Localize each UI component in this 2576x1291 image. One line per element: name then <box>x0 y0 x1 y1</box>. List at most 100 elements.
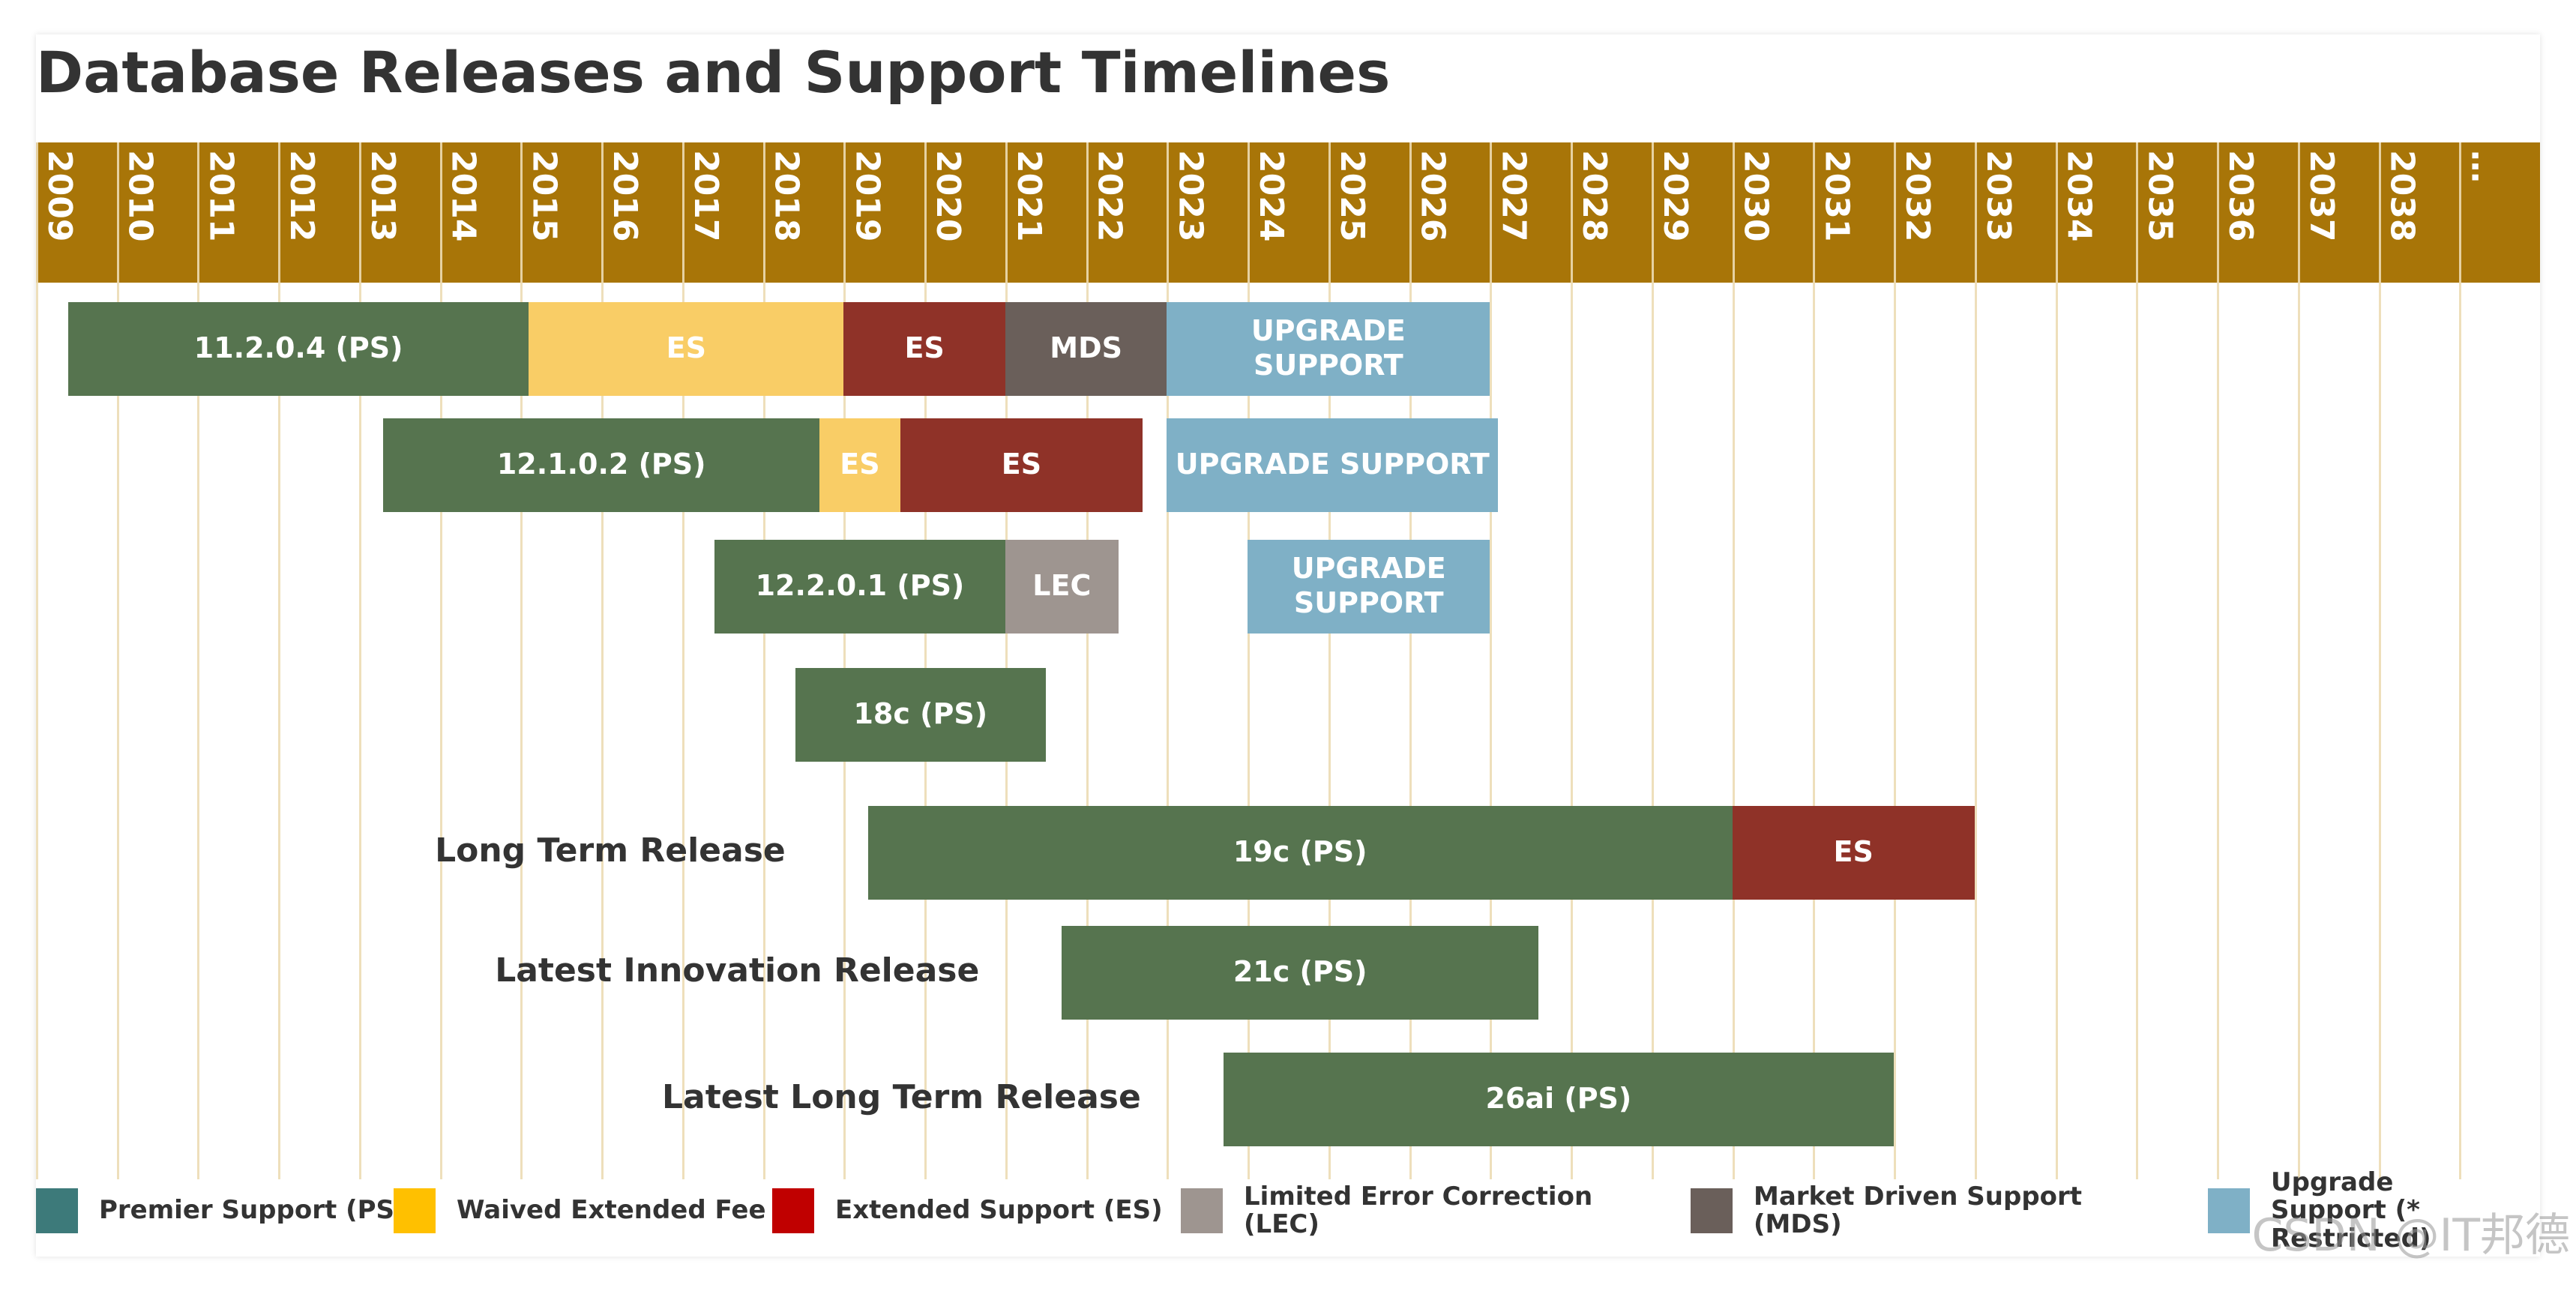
x-tick-label: 2026 <box>1413 150 1452 242</box>
legend-swatch <box>36 1188 78 1233</box>
timeline-segment: 21c (PS) <box>1062 925 1538 1020</box>
x-tick-label: 2025 <box>1332 150 1371 242</box>
timeline-segment: 26ai (PS) <box>1223 1052 1895 1146</box>
x-tick-label: 2017 <box>686 150 725 242</box>
x-tick-label: 2021 <box>1009 150 1048 242</box>
grid-line <box>924 142 927 1179</box>
grid-line <box>2378 142 2381 1179</box>
x-tick-label: 2032 <box>1898 150 1937 242</box>
x-tick-label: 2022 <box>1090 150 1129 242</box>
row-label: Latest Long Term Release <box>662 1078 1141 1116</box>
x-tick-label: 2011 <box>202 150 241 242</box>
timeline-segment: 12.1.0.2 (PS) <box>383 418 820 512</box>
x-tick-label: 2015 <box>525 150 564 242</box>
grid-line <box>1086 142 1089 1179</box>
grid-line <box>2055 142 2058 1179</box>
x-tick-label: 2035 <box>2140 150 2179 242</box>
timeline-segment: MDS <box>1005 301 1167 396</box>
grid-line <box>1651 142 1654 1179</box>
x-tick-label: 2031 <box>1817 150 1856 242</box>
legend-swatch <box>2208 1188 2250 1233</box>
x-tick-label: 2023 <box>1171 150 1210 242</box>
timeline-segment: ES <box>529 301 844 396</box>
legend-label: Market Driven Support (MDS) <box>1754 1181 2083 1239</box>
x-tick-label: 2019 <box>848 150 887 242</box>
grid-line <box>1894 142 1897 1179</box>
legend-label: Limited Error Correction (LEC) <box>1244 1181 1593 1239</box>
timeline-segment: 12.2.0.1 (PS) <box>714 539 1005 634</box>
timeline-segment: 18c (PS) <box>795 667 1046 762</box>
grid-line <box>2459 142 2462 1179</box>
x-tick-label: 2038 <box>2383 150 2422 242</box>
grid-line <box>1248 142 1251 1179</box>
grid-line <box>36 142 38 1179</box>
timeline-segment: LEC <box>1005 539 1119 634</box>
x-tick-label: 2009 <box>40 150 79 242</box>
grid-line <box>762 142 765 1179</box>
legend-swatch <box>1181 1188 1223 1233</box>
grid-line <box>1732 142 1735 1179</box>
x-tick-label: 2010 <box>121 150 160 242</box>
grid-line <box>1167 142 1170 1179</box>
grid-line <box>681 142 684 1179</box>
legend-swatch <box>1691 1188 1733 1233</box>
legend-label: Upgrade Support (* Restricted) <box>2271 1167 2431 1254</box>
grid-line <box>2217 142 2220 1179</box>
watermark: CSDN @IT邦德 <box>2251 1209 2570 1262</box>
legend-item: Premier Support (PS) <box>36 1185 406 1237</box>
header-band <box>36 142 2540 283</box>
legend-item: Upgrade Support (* Restricted) <box>2208 1168 2508 1252</box>
grid-line <box>278 142 281 1179</box>
grid-line <box>1974 142 1977 1179</box>
legend-item: Limited Error Correction (LEC) <box>1181 1181 1601 1239</box>
timeline-segment: 19c (PS) <box>867 805 1733 900</box>
grid-line <box>1005 142 1008 1179</box>
grid-line <box>439 142 442 1179</box>
x-tick-label: 2014 <box>444 150 483 242</box>
legend-label: Premier Support (PS) <box>99 1195 406 1226</box>
x-tick-label: 2020 <box>929 150 968 242</box>
grid-line <box>843 142 846 1179</box>
timeline-segment: 11.2.0.4 (PS) <box>68 301 529 396</box>
legend-label: Waived Extended Fee <box>457 1195 766 1226</box>
grid-line <box>358 142 361 1179</box>
legend-label: Extended Support (ES) <box>835 1195 1163 1226</box>
legend-item: Waived Extended Fee <box>394 1185 766 1237</box>
x-tick-label: 2012 <box>283 150 322 242</box>
grid-line <box>1571 142 1574 1179</box>
timeline-segment: ES <box>843 301 1005 396</box>
grid-line <box>1328 142 1331 1179</box>
grid-line <box>2297 142 2300 1179</box>
grid-line <box>520 142 523 1179</box>
grid-line <box>2136 142 2139 1179</box>
x-tick-label: 2028 <box>1575 150 1614 242</box>
x-tick-label: 2034 <box>2059 150 2098 242</box>
timeline-segment: UPGRADE SUPPORT <box>1248 539 1490 634</box>
x-tick-label: 2033 <box>1978 150 2017 242</box>
x-tick-label: 2024 <box>1252 150 1291 242</box>
x-tick-label: 2013 <box>363 150 402 242</box>
timeline-segment: ES <box>819 418 900 512</box>
timeline-segment: ES <box>1732 805 1975 900</box>
legend-item: Extended Support (ES) <box>772 1185 1163 1237</box>
x-tick-label: 2027 <box>1494 150 1533 242</box>
grid-line <box>1409 142 1412 1179</box>
x-tick-label: 2030 <box>1736 150 1775 242</box>
legend-swatch <box>394 1188 436 1233</box>
row-label: Long Term Release <box>435 831 786 870</box>
grid-line <box>116 142 119 1179</box>
legend-item: Market Driven Support (MDS) <box>1691 1181 2110 1239</box>
timeline-segment: UPGRADE SUPPORT <box>1167 418 1499 512</box>
timeline-segment: UPGRADE SUPPORT <box>1167 301 1490 396</box>
x-tick-label: 2018 <box>767 150 806 242</box>
grid-line <box>197 142 200 1179</box>
grid-line <box>1813 142 1816 1179</box>
legend-swatch <box>772 1188 814 1233</box>
x-tick-label: 2036 <box>2221 150 2260 242</box>
grid-line <box>601 142 604 1179</box>
x-tick-label: … <box>2464 150 2503 183</box>
x-tick-label: 2037 <box>2302 150 2341 242</box>
timeline-segment: ES <box>900 418 1143 512</box>
x-tick-label: 2016 <box>606 150 645 242</box>
